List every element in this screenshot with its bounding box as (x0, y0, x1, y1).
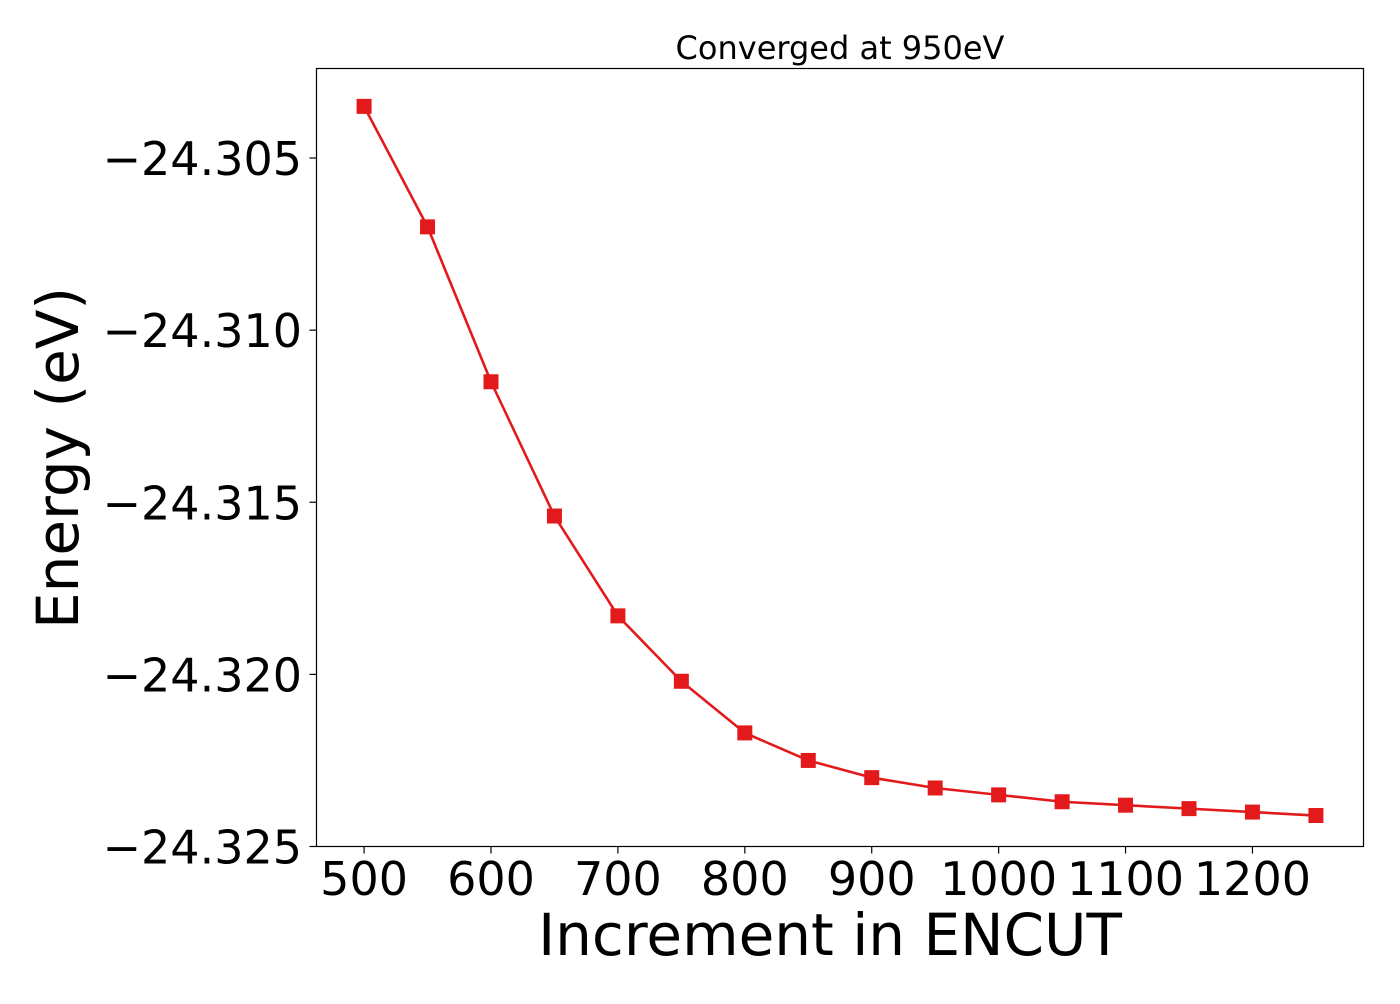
series-line (362, 105, 1316, 817)
data-point-marker (737, 725, 753, 741)
data-point-marker (927, 780, 943, 796)
data-point-marker (800, 752, 816, 768)
y-tick-label: −24.305 (103, 132, 303, 186)
axes-layer: 500 600 700 800 900 1000 1100 1200 −24.305 −24.31… (103, 132, 1311, 906)
series-layer (356, 98, 1324, 824)
chart-title: Converged at 950eV (676, 29, 1005, 67)
data-point-marker (420, 219, 436, 235)
data-point-marker (1054, 794, 1070, 810)
data-point-marker (1244, 804, 1260, 820)
y-axis-label: Energy (eV) (24, 287, 92, 629)
data-point-marker (483, 374, 499, 390)
y-tick-label: −24.310 (103, 304, 303, 358)
x-tick-label: 600 (447, 852, 535, 906)
x-tick-label: 1000 (940, 852, 1057, 906)
data-point-marker (546, 508, 562, 524)
y-tick-label: −24.325 (103, 821, 303, 875)
data-point-marker (991, 787, 1007, 803)
x-tick-label: 1200 (1194, 852, 1311, 906)
data-point-marker (1181, 801, 1197, 817)
x-tick-label: 500 (320, 852, 408, 906)
x-tick-label: 1100 (1067, 852, 1184, 906)
data-point-marker (1308, 808, 1324, 824)
data-point-marker (1118, 797, 1134, 813)
y-tick-label: −24.320 (103, 648, 303, 702)
data-point-marker (610, 608, 626, 624)
y-tick-label: −24.315 (103, 476, 303, 530)
data-point-marker (864, 770, 880, 786)
plot-frame (315, 67, 1365, 848)
data-point-marker (356, 98, 372, 114)
x-axis-label: Increment in ENCUT (538, 901, 1122, 969)
x-tick-label: 700 (574, 852, 662, 906)
x-tick-label: 900 (828, 852, 916, 906)
data-point-marker (673, 673, 689, 689)
x-tick-label: 800 (701, 852, 789, 906)
